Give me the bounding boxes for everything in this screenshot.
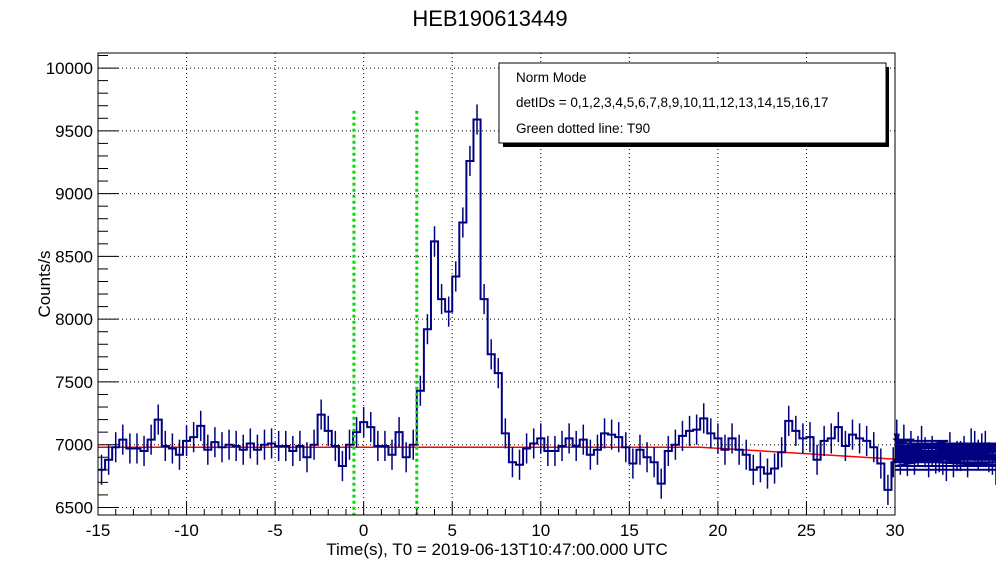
x-axis-label: Time(s), T0 = 2019-06-13T10:47:00.000 UT… xyxy=(326,540,668,559)
legend-detids: detIDs = 0,1,2,3,4,5,6,7,8,9,10,11,12,13… xyxy=(516,95,828,110)
y-tick-label: 7500 xyxy=(55,373,93,392)
x-tick-label: 0 xyxy=(359,521,368,540)
light-curve-histogram xyxy=(98,118,996,491)
background-fit-line xyxy=(98,446,896,460)
legend: Norm Mode detIDs = 0,1,2,3,4,5,6,7,8,9,1… xyxy=(498,62,889,147)
y-tick-label: 8500 xyxy=(55,247,93,266)
y-tick-label: 7000 xyxy=(55,436,93,455)
background-fit-curve xyxy=(98,446,896,460)
y-tick-labels: 6500 7000 7500 8000 8500 9000 9500 10000 xyxy=(46,59,93,517)
x-tick-label: -15 xyxy=(86,521,111,540)
plot-frame xyxy=(97,52,896,516)
x-tick-label: -5 xyxy=(268,521,283,540)
y-tick-label: 10000 xyxy=(46,59,93,78)
x-tick-label: -10 xyxy=(174,521,199,540)
x-tick-label: 10 xyxy=(531,521,550,540)
x-tick-label: 5 xyxy=(447,521,456,540)
y-tick-label: 6500 xyxy=(55,498,93,517)
x-tick-label: 25 xyxy=(797,521,816,540)
y-tick-label: 9000 xyxy=(55,185,93,204)
y-axis-label: Counts/s xyxy=(35,250,54,317)
legend-t90-note: Green dotted line: T90 xyxy=(516,121,650,136)
light-curve xyxy=(98,118,996,491)
x-tick-label: 15 xyxy=(620,521,639,540)
legend-box xyxy=(498,62,887,144)
legend-mode: Norm Mode xyxy=(516,70,587,85)
x-tick-label: 30 xyxy=(886,521,905,540)
chart-title: HEB190613449 xyxy=(412,6,567,31)
x-tick-label: 20 xyxy=(708,521,727,540)
axis-ticks xyxy=(97,55,896,515)
x-tick-labels: -15 -10 -5 0 5 10 15 20 25 30 xyxy=(86,521,905,540)
y-tick-label: 8000 xyxy=(55,310,93,329)
t90-lines xyxy=(352,110,419,515)
y-tick-label: 9500 xyxy=(55,122,93,141)
